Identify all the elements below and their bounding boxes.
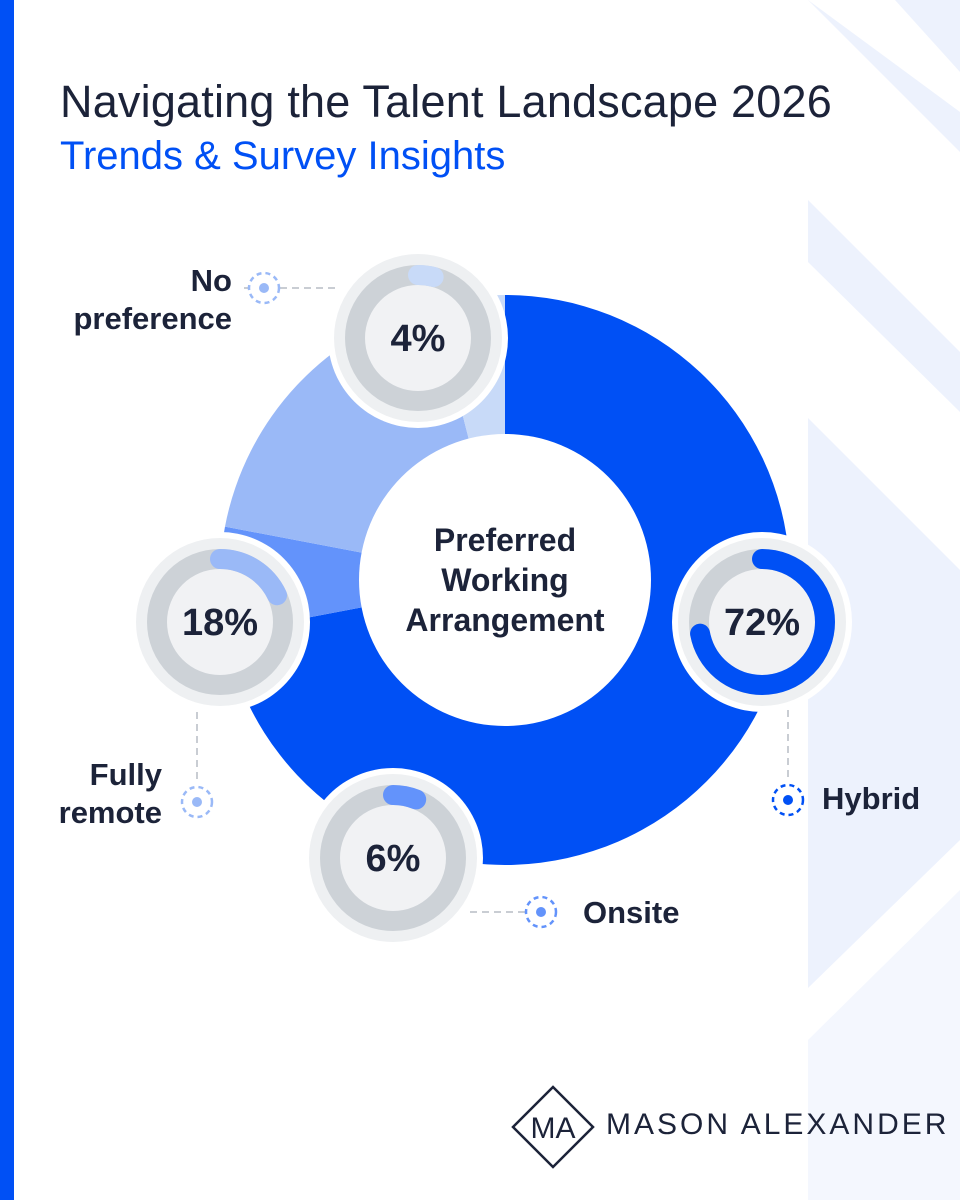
progress-ring-nopref bbox=[345, 265, 491, 411]
badge-nopref: 4% bbox=[328, 248, 508, 428]
value-label-hybrid: 72% bbox=[724, 602, 800, 644]
marker-hybrid bbox=[771, 783, 805, 817]
progress-ring-onsite bbox=[320, 785, 466, 931]
label-line: No bbox=[190, 263, 232, 298]
marker-remote bbox=[180, 785, 214, 819]
label-line: Onsite bbox=[583, 895, 680, 930]
marker-nopref bbox=[247, 271, 281, 305]
badge-remote: 18% bbox=[130, 532, 310, 712]
value-label-onsite: 6% bbox=[366, 838, 421, 880]
badge-hybrid: 72% bbox=[672, 532, 852, 712]
logo-monogram: MA bbox=[531, 1112, 576, 1145]
left-accent-bar bbox=[0, 0, 14, 1200]
brand-name: MASON ALEXANDER bbox=[606, 1108, 950, 1141]
label-line: Hybrid bbox=[822, 781, 921, 816]
progress-ring-hybrid bbox=[689, 549, 835, 695]
label-onsite: Onsite bbox=[583, 894, 679, 932]
marker-onsite bbox=[524, 895, 558, 929]
diamond-monogram-icon: MA bbox=[511, 1085, 595, 1169]
value-label-nopref: 4% bbox=[391, 318, 446, 360]
page-subtitle: Trends & Survey Insights bbox=[60, 134, 506, 178]
brand-logo: MA MASON ALEXANDER bbox=[510, 1084, 946, 1170]
chart-center-title: Preferred Working Arrangement bbox=[405, 522, 605, 638]
label-fully-remote: Fully remote bbox=[59, 756, 162, 832]
donut-center bbox=[359, 434, 651, 726]
label-line: remote bbox=[58, 795, 162, 830]
page-title: Navigating the Talent Landscape 2026 bbox=[60, 76, 832, 127]
badge-onsite: 6% bbox=[303, 768, 483, 948]
label-no-preference: No preference bbox=[73, 262, 232, 338]
label-line: preference bbox=[73, 301, 232, 336]
label-line: Fully bbox=[89, 757, 162, 792]
label-hybrid: Hybrid bbox=[822, 780, 920, 818]
progress-ring-remote bbox=[147, 549, 293, 695]
value-label-remote: 18% bbox=[182, 602, 258, 644]
